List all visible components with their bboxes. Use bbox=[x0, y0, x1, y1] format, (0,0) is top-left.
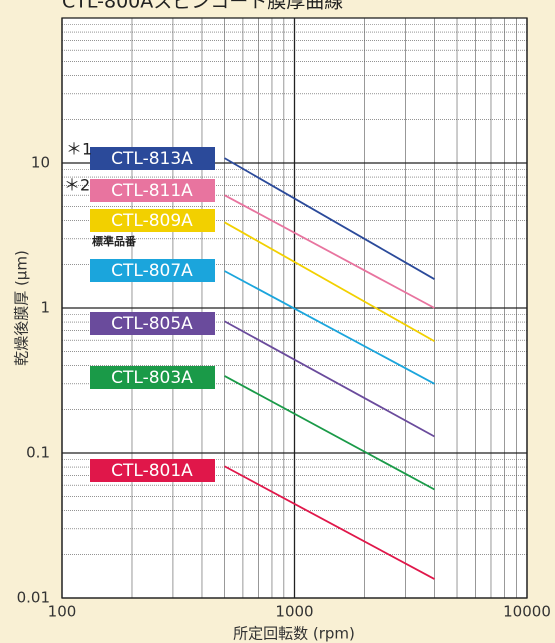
legend-label: CTL-801A bbox=[111, 461, 193, 481]
legend-box bbox=[90, 312, 215, 335]
y-tick-label: 0.1 bbox=[26, 444, 50, 462]
annotation: ＊1 bbox=[66, 140, 92, 159]
plot-border bbox=[61, 17, 528, 599]
line bbox=[224, 465, 435, 580]
line bbox=[224, 270, 435, 385]
legend-box bbox=[90, 459, 215, 482]
legend-label: CTL-807A bbox=[111, 261, 193, 281]
x-tick-label: 10000 bbox=[503, 603, 551, 621]
legend-box bbox=[90, 147, 215, 170]
legend-box bbox=[90, 366, 215, 389]
y-axis-label: 乾燥後膜厚 (μm) bbox=[13, 250, 31, 366]
chart-title: CTL-800Aスピンコート膜厚曲線 bbox=[62, 0, 343, 13]
line bbox=[224, 157, 435, 280]
legend-label: CTL-809A bbox=[111, 211, 193, 231]
line bbox=[224, 221, 435, 343]
y-tick-label: 10 bbox=[31, 154, 50, 172]
legend-box bbox=[90, 209, 215, 232]
y-tick-label: 0.01 bbox=[17, 589, 50, 607]
x-tick-label: 100 bbox=[48, 603, 77, 621]
legend-label: CTL-813A bbox=[111, 149, 193, 169]
legend-label: CTL-811A bbox=[111, 181, 193, 201]
annotation: 標準品番 bbox=[92, 234, 137, 248]
line bbox=[224, 194, 435, 309]
legend-label: CTL-805A bbox=[111, 314, 193, 334]
x-tick-label: 1000 bbox=[275, 603, 313, 621]
annotation: ＊2 bbox=[64, 176, 90, 195]
legend-box bbox=[90, 259, 215, 282]
x-axis-label: 所定回転数 (rpm) bbox=[233, 625, 355, 643]
line bbox=[224, 320, 435, 438]
legend-box bbox=[90, 179, 215, 202]
y-tick-label: 1 bbox=[40, 299, 50, 317]
line bbox=[224, 375, 435, 491]
legend-label: CTL-803A bbox=[111, 368, 193, 388]
